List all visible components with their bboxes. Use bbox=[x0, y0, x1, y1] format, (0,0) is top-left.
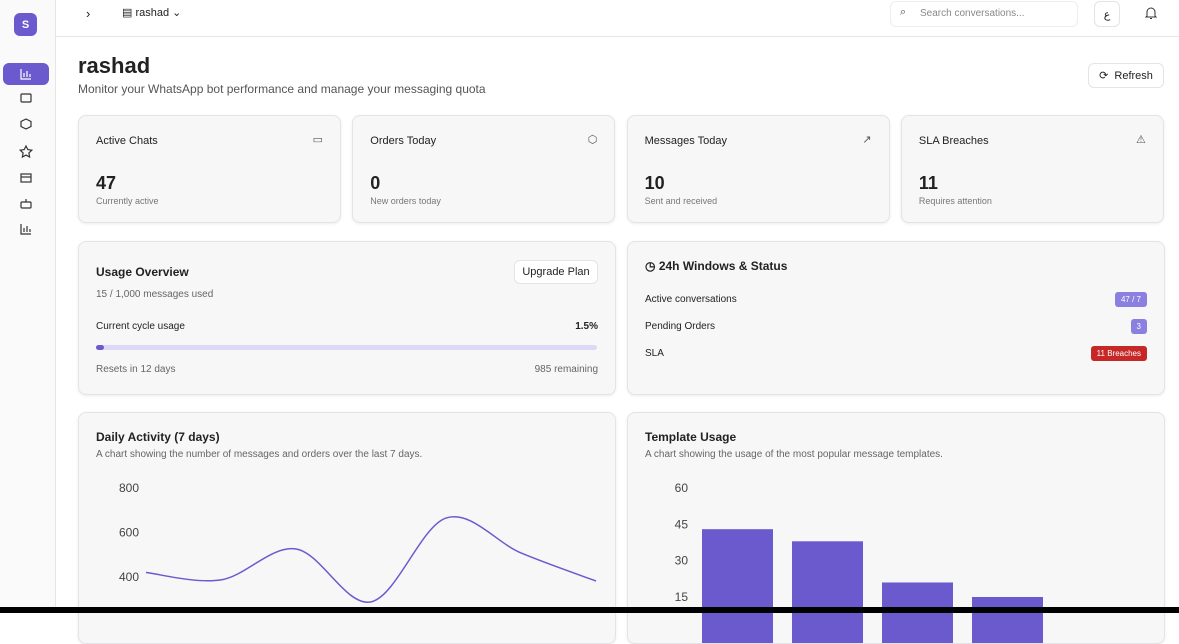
stat-note: Sent and received bbox=[644, 196, 718, 206]
search-box[interactable]: ⌕ Search conversations... bbox=[890, 1, 1078, 27]
stat-note: Currently active bbox=[96, 196, 159, 206]
chart-title: Template Usage bbox=[645, 430, 737, 444]
y-tick-label: 15 bbox=[675, 590, 689, 604]
chart-title: Daily Activity (7 days) bbox=[96, 430, 220, 444]
workspace: rashad bbox=[135, 7, 170, 19]
progress-track bbox=[96, 345, 597, 350]
y-tick-label: 60 bbox=[675, 481, 689, 495]
top-bar: › ▤ rashad ⌄ ⌕ Search conversations... ع bbox=[56, 0, 1179, 37]
refresh-button[interactable]: ⟳ Refresh bbox=[1088, 63, 1164, 88]
line bbox=[145, 516, 597, 603]
sidebar: S bbox=[0, 0, 56, 613]
status-badge: 3 bbox=[1130, 319, 1147, 334]
stat-label: Active Chats bbox=[96, 135, 158, 147]
bottom-edge bbox=[0, 607, 1179, 613]
bar bbox=[702, 529, 773, 643]
stat-note: New orders today bbox=[370, 196, 441, 206]
remaining: 985 remaining bbox=[534, 364, 598, 375]
stat-card: Active Chats ▭ 47 Currently active bbox=[78, 115, 341, 223]
search-placeholder: Search conversations... bbox=[920, 8, 1025, 19]
nav-active[interactable] bbox=[3, 63, 49, 85]
stat-card: Messages Today ↗ 10 Sent and received bbox=[626, 115, 890, 223]
nav-icons[interactable] bbox=[19, 66, 33, 246]
resets: Resets in 12 days bbox=[96, 364, 176, 375]
stat-label: SLA Breaches bbox=[918, 135, 989, 147]
y-tick-label: 30 bbox=[675, 554, 689, 568]
logo[interactable]: S bbox=[14, 13, 37, 36]
expand[interactable]: › bbox=[86, 6, 91, 21]
stat-card: Orders Today ⬡ 0 New orders today bbox=[352, 115, 616, 223]
chart-subtitle: A chart showing the usage of the most po… bbox=[645, 449, 943, 460]
page-title: rashad bbox=[78, 53, 151, 78]
language-button[interactable]: ع bbox=[1094, 1, 1120, 27]
stat-note: Requires attention bbox=[918, 196, 992, 206]
stat-label: Orders Today bbox=[370, 135, 437, 147]
cycle-label: Current cycle usage bbox=[96, 321, 185, 332]
stat-icon: ⬡ bbox=[587, 134, 598, 146]
usage-card: Usage Overview Upgrade Plan 15 / 1,000 m… bbox=[78, 241, 616, 395]
line-chart: 800 600 400 bbox=[119, 481, 597, 603]
usage-title: Usage Overview bbox=[96, 265, 189, 279]
stat-card: SLA Breaches ⚠ 11 Requires attention bbox=[900, 115, 1164, 223]
windows-title-text: 24h Windows & Status bbox=[658, 259, 788, 273]
y-tick-label: 400 bbox=[119, 570, 139, 584]
workspace-switch[interactable]: ▤ rashad ⌄ bbox=[122, 7, 182, 19]
status-badge: 11 Breaches bbox=[1090, 346, 1147, 361]
windows-title: ◷ 24h Windows & Status bbox=[645, 259, 788, 273]
notifications[interactable] bbox=[1144, 6, 1158, 20]
chart-subtitle: A chart showing the number of messages a… bbox=[96, 449, 423, 460]
stat-icon: ↗ bbox=[862, 134, 872, 146]
windows-card: ◷ 24h Windows & Status Active conversati… bbox=[627, 241, 1165, 395]
stat-label: Messages Today bbox=[644, 135, 727, 147]
y-tick-label: 45 bbox=[675, 517, 689, 531]
stat-icon: ▭ bbox=[312, 134, 323, 146]
row-label: Active conversations bbox=[645, 294, 737, 305]
y-tick-label: 800 bbox=[119, 481, 139, 495]
stat-icon: ⚠ bbox=[1136, 134, 1146, 146]
usage-used: 15 / 1,000 messages used bbox=[96, 289, 214, 300]
cycle-percent: 1.5% bbox=[575, 321, 598, 332]
bar bbox=[972, 597, 1043, 643]
row-label: Pending Orders bbox=[645, 321, 716, 332]
refresh-label: Refresh bbox=[1114, 69, 1153, 82]
stat-value: 47 bbox=[96, 173, 117, 193]
stat-value: 10 bbox=[644, 173, 665, 193]
progress-fill bbox=[96, 345, 104, 350]
row-label: SLA bbox=[645, 348, 664, 359]
y-tick-label: 600 bbox=[119, 526, 139, 540]
upgrade-button[interactable]: Upgrade Plan bbox=[514, 260, 598, 284]
page-subtitle: Monitor your WhatsApp bot performance an… bbox=[78, 82, 486, 96]
stat-value: 0 bbox=[370, 173, 381, 193]
stat-value: 11 bbox=[918, 173, 938, 193]
daily-activity-card: Daily Activity (7 days) A chart showing … bbox=[78, 412, 616, 644]
status-badge: 47 / 7 bbox=[1114, 292, 1147, 307]
bar bbox=[792, 541, 863, 643]
